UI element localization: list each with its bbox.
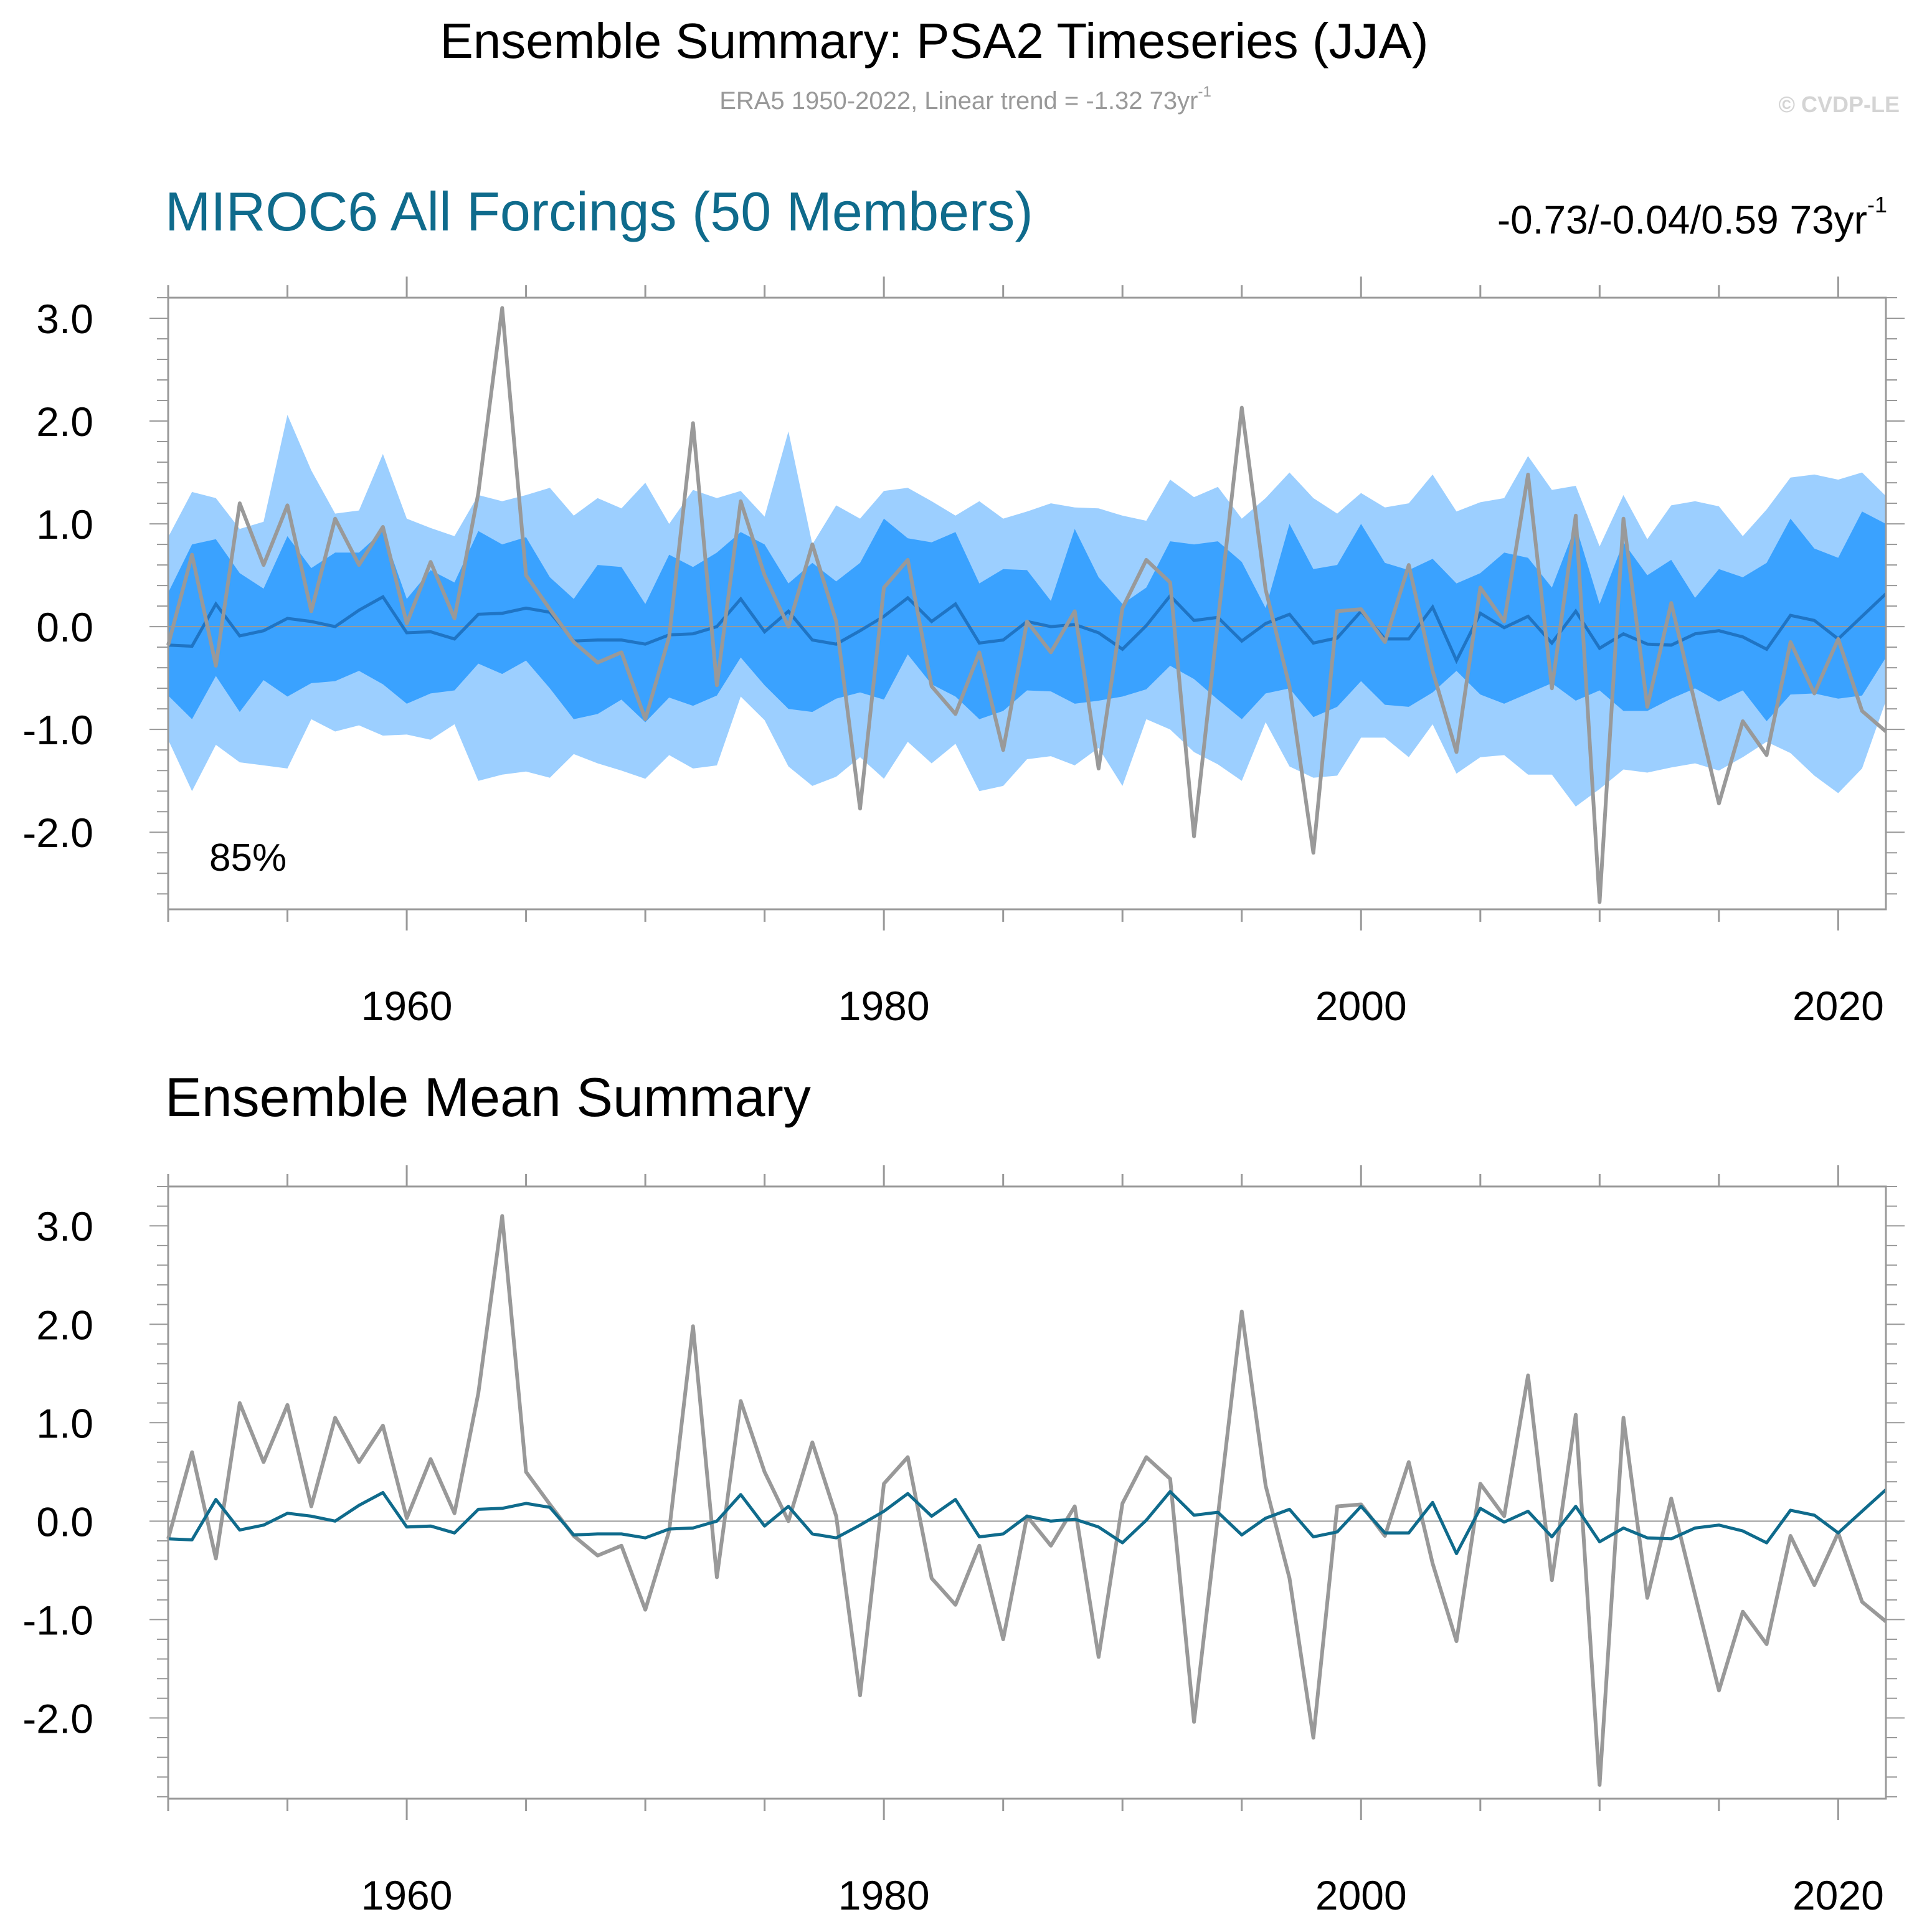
top-panel-trend: -0.73/-0.04/0.59 73yr-1 bbox=[1497, 192, 1887, 242]
bottom-panel-plot: 1960 1980 2000 2020 3.0 2.0 1.0 0.0 -1.0 -2.0 bbox=[22, 1165, 1905, 1918]
subtitle-main: ERA5 1950-2022, Linear trend = -1.32 73y… bbox=[719, 87, 1198, 115]
y-tick-label: -1.0 bbox=[22, 707, 93, 753]
x-tick-label: 2000 bbox=[1315, 1872, 1407, 1918]
obs-line bbox=[166, 306, 1887, 904]
figure-title: Ensemble Summary: PSA2 Timeseries (JJA) bbox=[440, 13, 1428, 69]
y-tick-label: 3.0 bbox=[36, 296, 93, 342]
copyright-label: © CVDP-LE bbox=[1778, 92, 1900, 117]
y-tick-label: 1.0 bbox=[36, 501, 93, 547]
y-tick-label: -2.0 bbox=[22, 810, 93, 856]
y-tick-label: -2.0 bbox=[22, 1695, 93, 1741]
x-tick-label: 2020 bbox=[1792, 983, 1884, 1029]
bottom-panel-frame bbox=[167, 1185, 1887, 1800]
trend-main: -0.73/-0.04/0.59 73yr bbox=[1497, 197, 1867, 242]
x-tick-label: 1980 bbox=[838, 983, 930, 1029]
top-panel-title: MIROC6 All Forcings (50 Members) bbox=[165, 181, 1033, 242]
obs-line bbox=[166, 1214, 1887, 1787]
y-tick-label: 3.0 bbox=[36, 1203, 93, 1249]
figure-subtitle: ERA5 1950-2022, Linear trend = -1.32 73y… bbox=[719, 83, 1211, 115]
x-tick-label: 1960 bbox=[361, 1872, 453, 1918]
y-tick-label: 1.0 bbox=[36, 1400, 93, 1446]
x-tick-label: 2000 bbox=[1315, 983, 1407, 1029]
bottom-panel-title: Ensemble Mean Summary bbox=[165, 1066, 811, 1128]
x-tick-label: 1980 bbox=[838, 1872, 930, 1918]
trend-superscript: -1 bbox=[1867, 192, 1887, 217]
y-tick-label: 2.0 bbox=[36, 399, 93, 445]
y-tick-label: 0.0 bbox=[36, 604, 93, 650]
y-tick-label: 2.0 bbox=[36, 1302, 93, 1348]
ensemble-inner-band bbox=[168, 511, 1886, 722]
top-panel-axes: 1960 1980 2000 2020 3.0 2.0 1.0 0.0 -1.0 -2.0 bbox=[22, 277, 1905, 1029]
x-tick-label: 1960 bbox=[361, 983, 453, 1029]
percent-label: 85% bbox=[209, 836, 286, 879]
x-tick-label: 2020 bbox=[1792, 1872, 1884, 1918]
subtitle-superscript: -1 bbox=[1198, 83, 1211, 100]
bottom-panel-axes: 1960 1980 2000 2020 3.0 2.0 1.0 0.0 -1.0 -2.0 bbox=[22, 1165, 1905, 1918]
top-panel-frame bbox=[167, 296, 1887, 911]
top-panel-plot: 1960 1980 2000 2020 3.0 2.0 1.0 0.0 -1.0 -2.0 85% bbox=[22, 277, 1905, 1029]
ensemble-mean-line bbox=[168, 1488, 1887, 1555]
y-tick-label: 0.0 bbox=[36, 1499, 93, 1545]
y-tick-label: -1.0 bbox=[22, 1597, 93, 1643]
ensemble-bands bbox=[168, 415, 1886, 807]
